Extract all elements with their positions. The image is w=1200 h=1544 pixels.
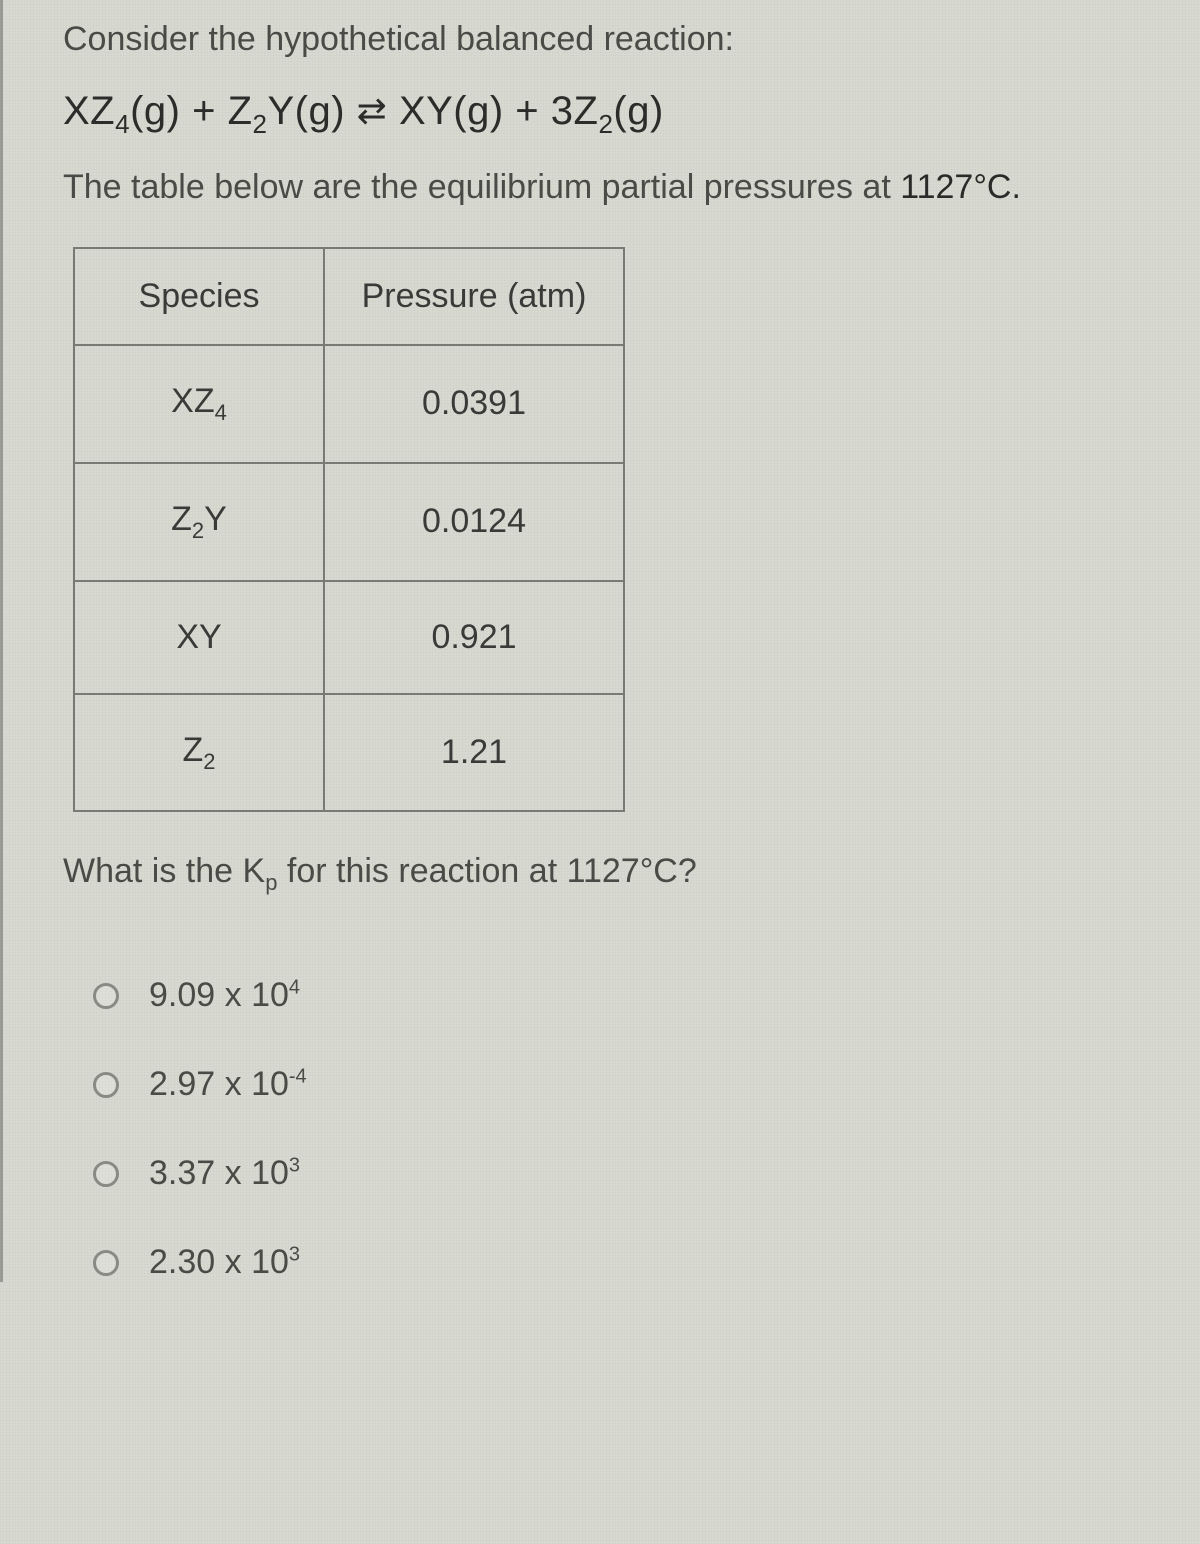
cell-species: Z2 <box>74 694 324 812</box>
table-row: XY 0.921 <box>74 581 624 694</box>
table-intro: The table below are the equilibrium part… <box>63 168 1170 207</box>
radio-icon <box>93 1072 119 1098</box>
table-header-pressure: Pressure (atm) <box>324 248 624 345</box>
option-label: 2.97 x 10-4 <box>149 1065 307 1104</box>
cell-pressure: 0.0391 <box>324 345 624 463</box>
table-row: XZ4 0.0391 <box>74 345 624 463</box>
option-label: 2.30 x 103 <box>149 1243 300 1282</box>
radio-icon <box>93 1250 119 1276</box>
table-row: Z2 1.21 <box>74 694 624 812</box>
temperature-value: 1127°C. <box>900 168 1021 206</box>
question-prompt: What is the Kp for this reaction at 1127… <box>63 852 1170 896</box>
table-row: Z2Y 0.0124 <box>74 463 624 581</box>
cell-species: XZ4 <box>74 345 324 463</box>
cell-species: XY <box>74 581 324 694</box>
option-label: 3.37 x 103 <box>149 1154 300 1193</box>
reaction-equation: XZ4(g) + Z2Y(g) ⇄ XY(g) + 3Z2(g) <box>63 89 1170 140</box>
option-a[interactable]: 9.09 x 104 <box>93 976 1170 1015</box>
option-c[interactable]: 3.37 x 103 <box>93 1154 1170 1193</box>
cell-species: Z2Y <box>74 463 324 581</box>
answer-options: 9.09 x 104 2.97 x 10-4 3.37 x 103 2.30 x… <box>93 976 1170 1282</box>
question-card: Consider the hypothetical balanced react… <box>0 0 1200 1282</box>
table-header-species: Species <box>74 248 324 345</box>
option-label: 9.09 x 104 <box>149 976 300 1015</box>
cell-pressure: 0.921 <box>324 581 624 694</box>
question-intro: Consider the hypothetical balanced react… <box>63 20 1170 59</box>
cell-pressure: 1.21 <box>324 694 624 812</box>
cell-pressure: 0.0124 <box>324 463 624 581</box>
radio-icon <box>93 1161 119 1187</box>
pressure-table: Species Pressure (atm) XZ4 0.0391 Z2Y 0.… <box>73 247 625 812</box>
radio-icon <box>93 983 119 1009</box>
question-content: Consider the hypothetical balanced react… <box>3 20 1200 1282</box>
table-intro-text: The table below are the equilibrium part… <box>63 168 900 206</box>
option-b[interactable]: 2.97 x 10-4 <box>93 1065 1170 1104</box>
option-d[interactable]: 2.30 x 103 <box>93 1243 1170 1282</box>
